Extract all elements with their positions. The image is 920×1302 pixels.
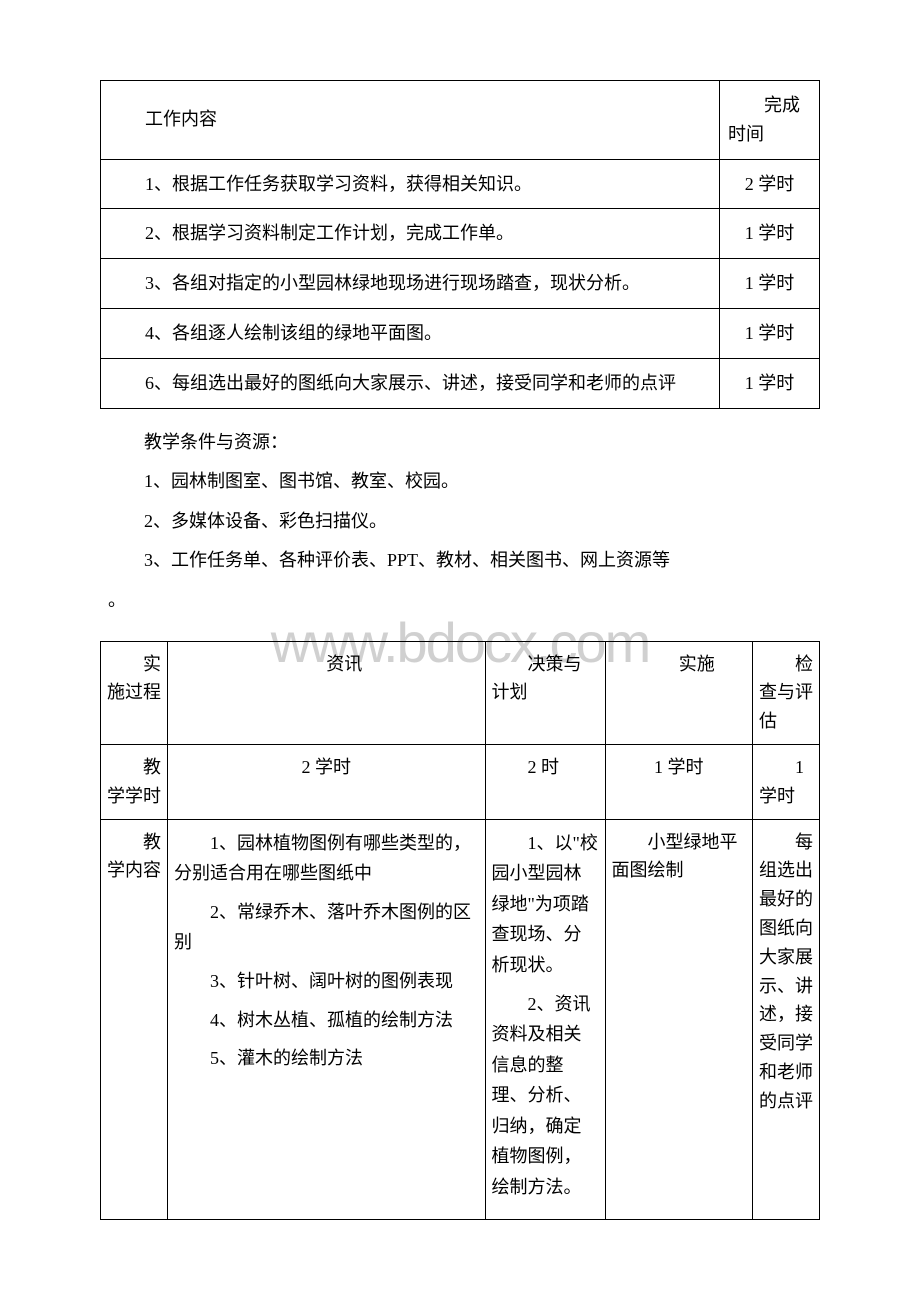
content-cell: 每组选出最好的图纸向大家展示、讲述，接受同学和老师的点评 xyxy=(753,819,820,1219)
content-item: 3、针叶树、阔叶树的图例表现 xyxy=(174,966,479,997)
table-row: 3、各组对指定的小型园林绿地现场进行现场踏查，现状分析。 xyxy=(101,259,720,309)
table-row-time: 1 学时 xyxy=(720,358,820,408)
col-header: 实施 xyxy=(605,641,753,744)
document-page: 工作内容 完成时间 1、根据工作任务获取学习资料，获得相关知识。 2 学时 2、… xyxy=(100,80,820,1220)
work-content-table: 工作内容 完成时间 1、根据工作任务获取学习资料，获得相关知识。 2 学时 2、… xyxy=(100,80,820,409)
col-header: 检查与评估 xyxy=(753,641,820,744)
table-row-time: 1 学时 xyxy=(720,308,820,358)
conditions-section: 教学条件与资源： 1、园林制图室、图书馆、教室、校园。 2、多媒体设备、彩色扫描… xyxy=(100,409,820,641)
content-item: 1、以"校园小型园林绿地"为项踏查现场、分析现状。 xyxy=(492,828,599,981)
header-content: 工作内容 xyxy=(101,81,720,160)
content-cell: 1、园林植物图例有哪些类型的，分别适合用在哪些图纸中 2、常绿乔木、落叶乔木图例… xyxy=(168,819,486,1219)
conditions-line: 3、工作任务单、各种评价表、PPT、教材、相关图书、网上资源等 xyxy=(108,541,812,581)
content-cell: 小型绿地平面图绘制 xyxy=(605,819,753,1219)
content-item: 4、树木丛植、孤植的绘制方法 xyxy=(174,1005,479,1036)
conditions-line: 2、多媒体设备、彩色扫描仪。 xyxy=(108,502,812,542)
table-row: 2、根据学习资料制定工作计划，完成工作单。 xyxy=(101,209,720,259)
header-time: 完成时间 xyxy=(720,81,820,160)
teaching-grid-table: 实施过程 资讯 决策与计划 实施 检查与评估 教学学时 2 学时 2 时 1 学… xyxy=(100,641,820,1220)
conditions-line: 1、园林制图室、图书馆、教室、校园。 xyxy=(108,462,812,502)
table-row: 1、根据工作任务获取学习资料，获得相关知识。 xyxy=(101,159,720,209)
content-item: 2、资讯资料及相关信息的整理、分析、归纳，确定植物图例，绘制方法。 xyxy=(492,989,599,1203)
table-row-time: 1 学时 xyxy=(720,209,820,259)
hours-cell: 2 时 xyxy=(485,744,605,819)
col-header: 决策与计划 xyxy=(485,641,605,744)
row-label-content: 教学内容 xyxy=(101,819,168,1219)
hours-cell: 2 学时 xyxy=(168,744,486,819)
content-cell: 1、以"校园小型园林绿地"为项踏查现场、分析现状。 2、资讯资料及相关信息的整理… xyxy=(485,819,605,1219)
conditions-suffix: 。 xyxy=(108,581,812,621)
row-label-process: 实施过程 xyxy=(101,641,168,744)
table-row-time: 1 学时 xyxy=(720,259,820,309)
table-row-time: 2 学时 xyxy=(720,159,820,209)
content-item: 5、灌木的绘制方法 xyxy=(174,1043,479,1074)
col-header: 资讯 xyxy=(168,641,486,744)
content-item: 2、常绿乔木、落叶乔木图例的区别 xyxy=(174,897,479,958)
conditions-title: 教学条件与资源： xyxy=(108,423,812,463)
table-row: 6、每组选出最好的图纸向大家展示、讲述，接受同学和老师的点评 xyxy=(101,358,720,408)
hours-cell: 1 学时 xyxy=(605,744,753,819)
row-label-hours: 教学学时 xyxy=(101,744,168,819)
content-item: 1、园林植物图例有哪些类型的，分别适合用在哪些图纸中 xyxy=(174,828,479,889)
hours-cell: 1 学时 xyxy=(753,744,820,819)
table-row: 4、各组逐人绘制该组的绿地平面图。 xyxy=(101,308,720,358)
